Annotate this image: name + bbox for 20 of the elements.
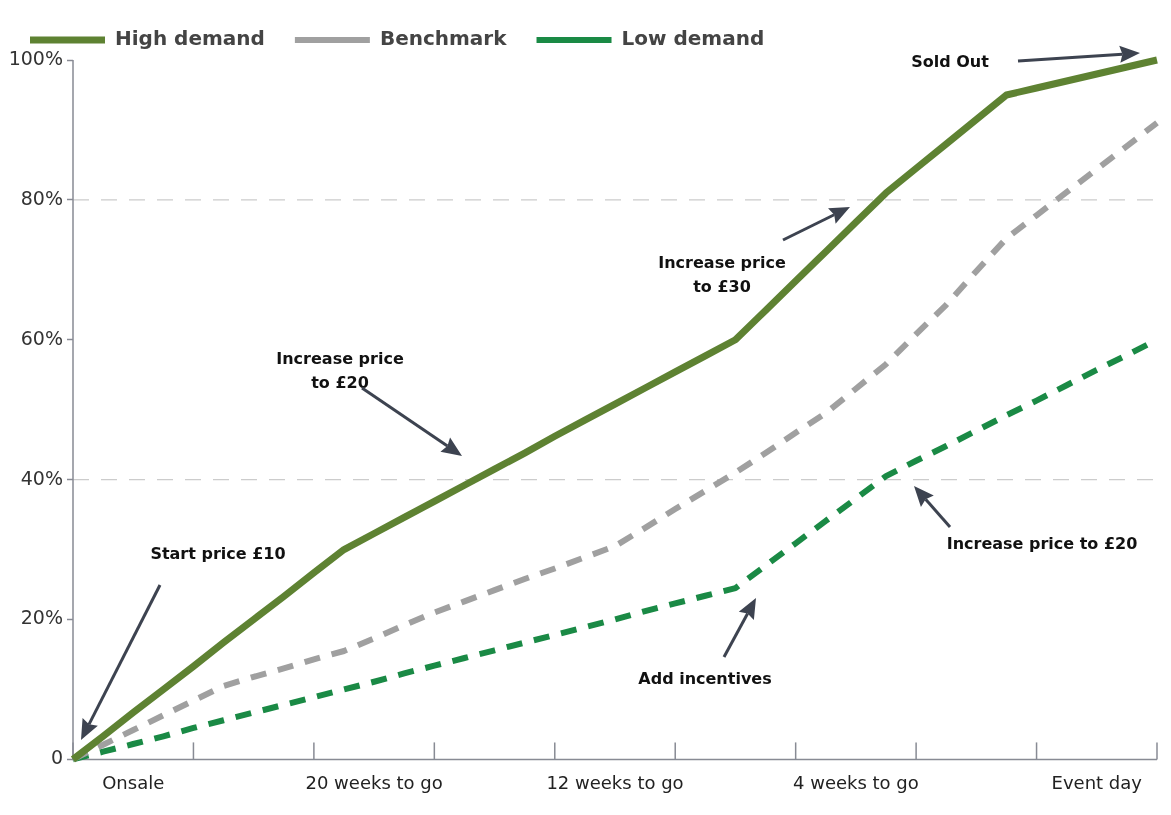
annotation: Increase price to £30 [658, 253, 786, 297]
y-tick-label: 100% [8, 46, 63, 69]
x-tick-label: 12 weeks to go [546, 771, 684, 793]
legend-label: High demand [115, 26, 265, 51]
x-tick-label: 20 weeks to go [305, 771, 443, 793]
x-tick-label: Onsale [102, 771, 165, 793]
y-tick-label: 80% [20, 186, 63, 209]
annotation: Sold Out [911, 52, 990, 72]
annotation: Start price £10 [150, 544, 286, 564]
legend-label: Benchmark [379, 26, 508, 51]
annotation: Increase price to £20 [946, 534, 1138, 554]
annotation: Add incentives [638, 669, 772, 689]
y-tick-label: 60% [20, 326, 63, 349]
x-tick-label: Event day [1051, 771, 1143, 793]
y-tick-label: 40% [20, 466, 63, 489]
annotation: Increase price to £20 [276, 349, 404, 393]
legend-label: Low demand [621, 26, 765, 51]
y-tick-label: 20% [20, 606, 63, 629]
x-tick-label: 4 weeks to go [792, 771, 919, 793]
y-tick-label: 0 [50, 746, 63, 769]
